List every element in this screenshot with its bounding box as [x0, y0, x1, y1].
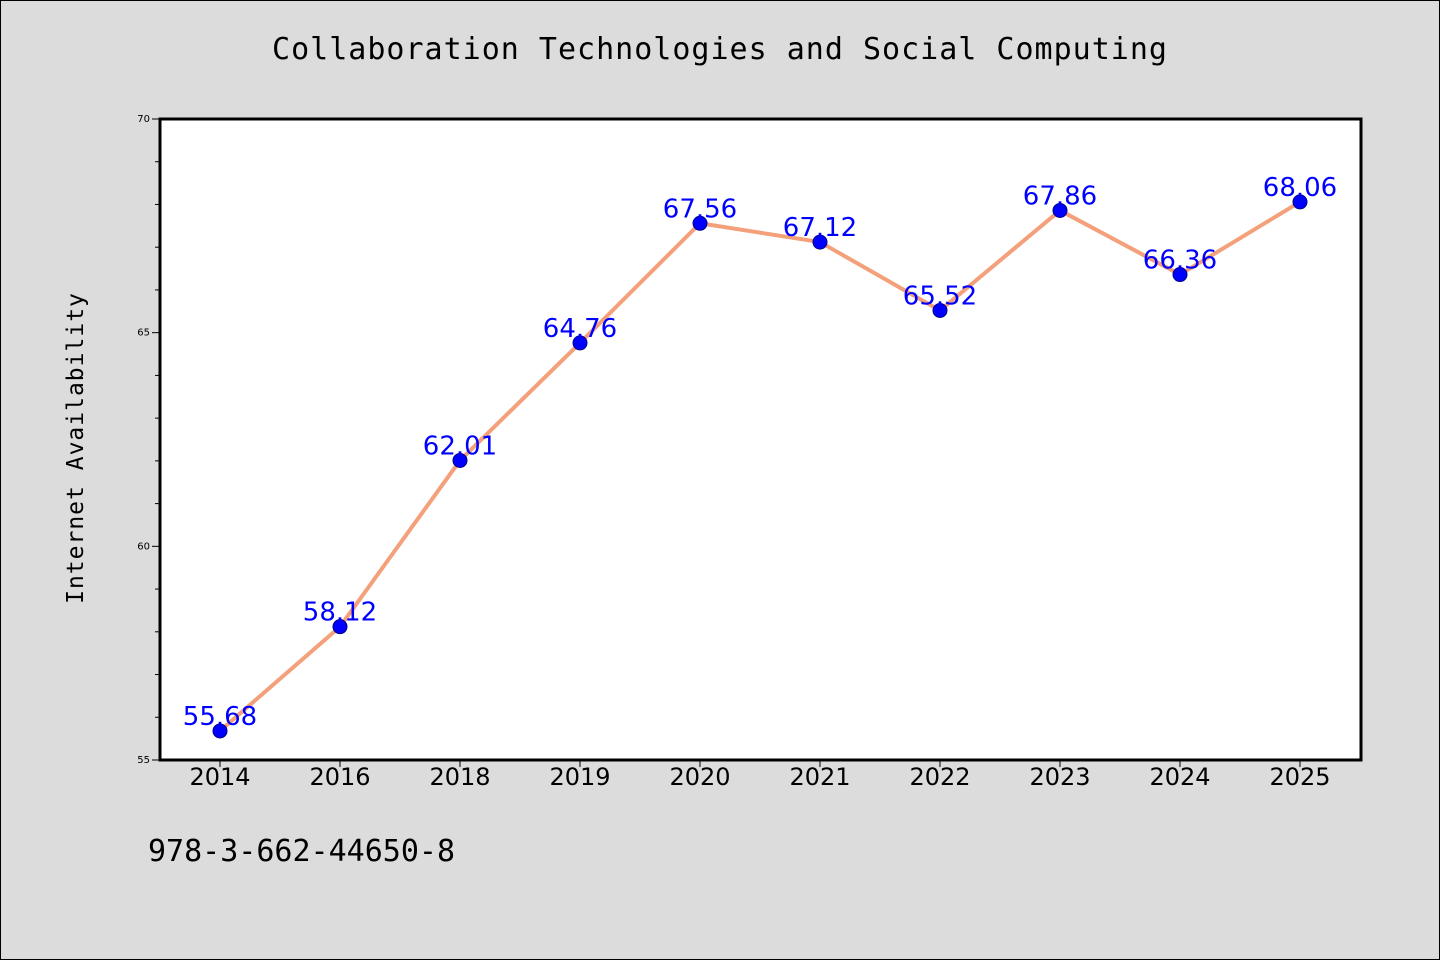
x-tick-label: 2016 — [309, 763, 370, 791]
data-point — [332, 619, 348, 635]
data-point — [932, 302, 948, 318]
data-point — [1052, 202, 1068, 218]
x-axis: 2014 2016 2018 2019 2020 2021 2022 2023 2024 2025 — [189, 760, 1331, 791]
data-label: 67.56 — [663, 194, 737, 224]
y-axis: 55 60 65 70 — [137, 114, 160, 766]
data-label: 67.86 — [1023, 181, 1097, 211]
chart-title: Collaboration Technologies and Social Co… — [272, 32, 1168, 67]
plot-area — [158, 117, 1363, 762]
data-point — [812, 234, 828, 250]
data-label: 55.68 — [183, 702, 257, 732]
x-tick-label: 2024 — [1149, 763, 1210, 791]
y-tick-label: 55 — [137, 755, 150, 766]
x-tick-label: 2018 — [429, 763, 490, 791]
data-label: 65.52 — [903, 281, 977, 311]
series-line — [218, 200, 1302, 733]
data-label: 64.76 — [543, 314, 617, 344]
data-point — [212, 723, 228, 739]
data-labels: 55.68 58.12 62.01 64.76 67.56 67.12 65.52 67.86… — [183, 173, 1337, 732]
x-tick-label: 2020 — [669, 763, 730, 791]
data-point — [452, 452, 468, 468]
data-point — [692, 215, 708, 231]
x-tick-label: 2019 — [549, 763, 610, 791]
data-label: 58.12 — [303, 598, 377, 628]
y-tick-label: 70 — [137, 114, 150, 125]
series-markers — [212, 194, 1308, 739]
data-label: 62.01 — [423, 431, 497, 461]
x-tick-label: 2021 — [789, 763, 850, 791]
data-label: 68.06 — [1263, 173, 1337, 203]
x-tick-label: 2022 — [909, 763, 970, 791]
data-point — [1172, 267, 1188, 283]
data-point — [572, 335, 588, 351]
data-point — [1292, 194, 1308, 210]
y-tick-label: 60 — [137, 541, 150, 552]
y-tick-label: 65 — [137, 328, 150, 339]
isbn-footnote: 978-3-662-44650-8 — [148, 834, 456, 869]
x-tick-label: 2023 — [1029, 763, 1090, 791]
x-tick-label: 2025 — [1269, 763, 1330, 791]
x-tick-label: 2014 — [189, 763, 250, 791]
data-label: 67.12 — [783, 213, 857, 243]
data-label: 66.36 — [1143, 246, 1217, 276]
